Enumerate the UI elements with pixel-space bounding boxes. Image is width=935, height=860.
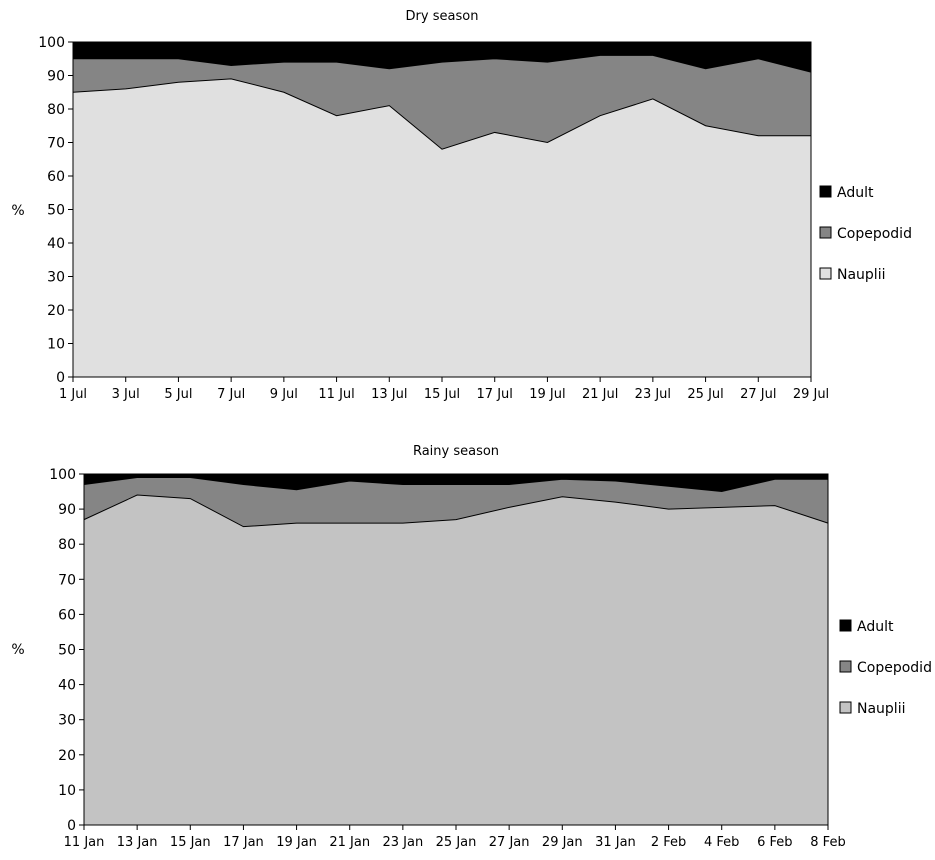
legend-label-adult: Adult [837,185,874,201]
x-tick-label: 25 Jul [687,387,723,402]
legend-swatch-copepodid [839,660,852,673]
y-tick-label: 80 [58,537,76,553]
x-tick-label: 29 Jan [542,835,583,850]
y-tick-label: 60 [58,607,76,623]
x-tick-label: 29 Jul [793,387,829,402]
x-tick-label: 21 Jan [329,835,370,850]
y-tick-label: 100 [49,467,76,483]
chart-title: Dry season [406,9,479,24]
legend-swatch-nauplii [819,267,832,280]
x-tick-label: 15 Jan [170,835,211,850]
x-tick-label: 19 Jan [276,835,317,850]
boundary-line-nauplii [72,78,811,150]
x-tick-label: 17 Jan [223,835,264,850]
y-tick-label: 20 [58,748,76,764]
y-tick-label: 10 [47,337,65,353]
y-tick-label: 40 [58,678,76,694]
x-tick-label: 13 Jan [117,835,158,850]
chart-title: Rainy season [413,444,499,459]
y-tick-label: 60 [47,169,65,185]
y-tick-label: 90 [47,69,65,85]
x-tick-label: 4 Feb [704,835,739,850]
x-tick-label: 23 Jul [635,387,671,402]
y-axis-label: % [11,642,24,658]
y-tick-label: 10 [58,783,76,799]
legend-swatch-nauplii [839,701,852,714]
x-tick-label: 5 Jul [164,387,192,402]
x-tick-label: 21 Jul [582,387,618,402]
x-tick-label: 11 Jul [318,387,354,402]
x-tick-label: 11 Jan [64,835,105,850]
x-tick-label: 15 Jul [424,387,460,402]
x-tick-label: 13 Jul [371,387,407,402]
area-copepodid [73,55,811,150]
x-tick-label: 8 Feb [810,835,845,850]
legend-label-copepodid: Copepodid [857,660,932,676]
area-adult [73,42,811,73]
x-tick-label: 19 Jul [529,387,565,402]
y-tick-label: 0 [56,370,65,386]
x-tick-label: 6 Feb [757,835,792,850]
y-tick-label: 40 [47,236,65,252]
legend-swatch-adult [819,185,832,198]
x-tick-label: 27 Jan [489,835,530,850]
x-tick-label: 31 Jan [595,835,636,850]
x-tick-label: 3 Jul [112,387,140,402]
legend-swatch-copepodid [819,226,832,239]
x-tick-label: 23 Jan [382,835,423,850]
area-nauplii [84,495,828,825]
y-tick-label: 20 [47,303,65,319]
y-tick-label: 100 [38,35,65,51]
x-tick-label: 25 Jan [436,835,477,850]
area-copepodid [84,477,828,527]
y-tick-label: 90 [58,502,76,518]
x-tick-label: 1 Jul [59,387,87,402]
chart-panel-1: Dry season 0 10 20 30 40 50 60 70 80 90 100 1 Jul 3 J… [11,9,912,402]
x-tick-label: 9 Jul [270,387,298,402]
x-tick-label: 27 Jul [740,387,776,402]
legend-label-copepodid: Copepodid [837,226,912,242]
legend-label-nauplii: Nauplii [837,267,885,283]
y-tick-label: 50 [47,203,65,219]
y-tick-label: 30 [47,270,65,286]
chart-panel-2: Rainy season 0 10 20 30 40 50 60 70 80 90 100 11 Jan… [11,444,932,850]
boundary-line-copepodid [73,54,812,73]
legend-label-adult: Adult [857,619,894,635]
legend-swatch-adult [839,619,852,632]
x-tick-label: 7 Jul [217,387,245,402]
y-tick-label: 80 [47,102,65,118]
y-tick-label: 30 [58,713,76,729]
y-tick-label: 70 [58,572,76,588]
legend-label-nauplii: Nauplii [857,701,905,717]
x-tick-label: 17 Jul [477,387,513,402]
boundary-line-nauplii [83,494,829,528]
boundary-line-copepodid [83,477,828,493]
y-tick-label: 70 [47,136,65,152]
y-tick-label: 50 [58,643,76,659]
x-tick-label: 2 Feb [651,835,686,850]
area-nauplii [73,78,811,377]
y-axis-label: % [11,203,24,219]
y-tick-label: 0 [67,818,76,834]
